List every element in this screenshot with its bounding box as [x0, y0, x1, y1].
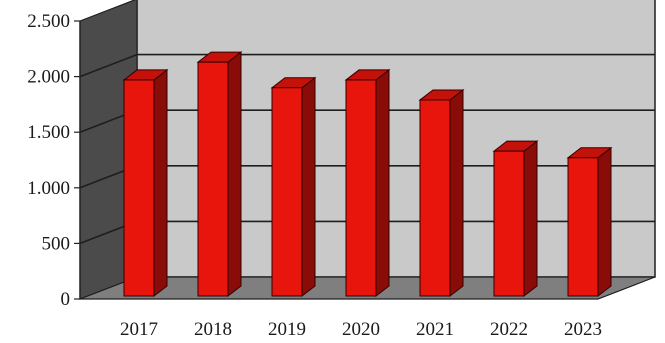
gridline	[79, 53, 655, 78]
x-tick-label: 2017	[120, 319, 158, 340]
y-tick-label: 500	[42, 233, 71, 254]
bar	[122, 68, 169, 298]
bar-side	[227, 51, 242, 298]
bar	[492, 140, 539, 298]
y-axis: 0 500 1.000 1.500 2.000 2.500	[27, 11, 81, 310]
bar-side	[597, 146, 612, 298]
bar-front	[419, 99, 451, 297]
y-tick-label: 2.000	[27, 67, 70, 88]
bar	[418, 88, 465, 298]
bar-front	[197, 61, 229, 297]
bar	[566, 146, 613, 298]
bars	[122, 51, 613, 298]
bar-front	[123, 79, 155, 297]
x-tick-label: 2022	[490, 319, 528, 340]
bar-side	[523, 140, 538, 298]
x-tick-label: 2023	[564, 319, 602, 340]
bar	[270, 76, 317, 298]
bar	[196, 51, 243, 298]
x-tick-label: 2018	[194, 319, 232, 340]
y-tick-label: 1.500	[27, 122, 70, 143]
y-tick-label: 2.500	[27, 11, 70, 32]
y-tick-label: 1.000	[27, 178, 70, 199]
x-tick-label: 2019	[268, 319, 306, 340]
bar	[344, 68, 391, 298]
y-tick-label: 0	[61, 289, 71, 310]
x-tick-label: 2020	[342, 319, 380, 340]
x-axis: 2017 2018 2019 2020 2021 2022 2023	[120, 319, 602, 340]
bar-side	[449, 88, 464, 298]
bar-side	[375, 68, 390, 298]
bar-front	[493, 150, 525, 297]
bar-front	[345, 79, 377, 297]
bar-front	[567, 157, 599, 297]
x-tick-label: 2021	[416, 319, 454, 340]
bar-front	[271, 87, 303, 297]
bar-side	[301, 76, 316, 298]
bar-side	[153, 68, 168, 298]
